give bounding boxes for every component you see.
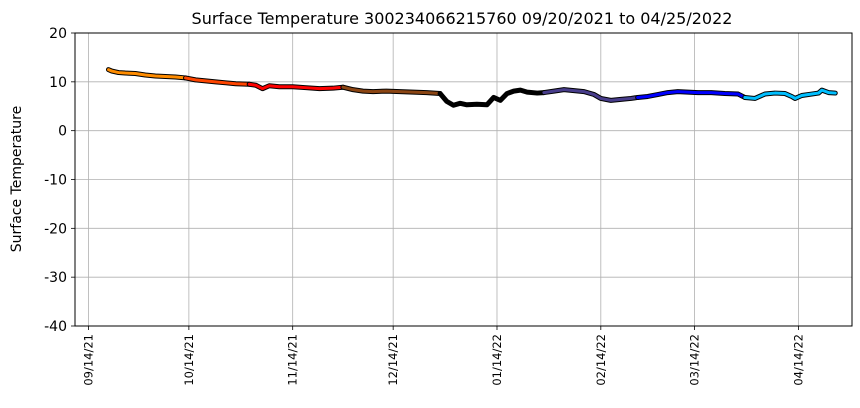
y-tick-label: 0 bbox=[58, 124, 67, 140]
chart-title: Surface Temperature 300234066215760 09/2… bbox=[192, 9, 733, 28]
x-tick-label: 04/14/22 bbox=[791, 334, 805, 386]
y-axis-label: Surface Temperature bbox=[9, 106, 25, 252]
y-ticks: -40 -30 -20 -10 0 10 20 bbox=[44, 26, 75, 335]
x-tick-label: 10/14/21 bbox=[182, 334, 196, 386]
series-line-4 bbox=[438, 88, 546, 107]
x-tick-label: 11/14/21 bbox=[286, 334, 300, 386]
series-line-7 bbox=[743, 88, 837, 100]
y-tick-label: -40 bbox=[44, 319, 67, 335]
series-line-3 bbox=[341, 85, 442, 96]
x-tick-label: 12/14/21 bbox=[386, 334, 400, 386]
y-tick-label: -30 bbox=[44, 270, 67, 286]
x-tick-label: 09/14/21 bbox=[81, 334, 95, 386]
x-tick-label: 02/14/22 bbox=[594, 334, 608, 386]
series-line-2 bbox=[247, 82, 345, 91]
series-line-1 bbox=[184, 76, 251, 86]
y-tick-label: -10 bbox=[44, 173, 67, 189]
y-tick-label: 20 bbox=[49, 26, 67, 42]
series-line-6 bbox=[636, 90, 747, 99]
y-tick-label: 10 bbox=[49, 75, 67, 91]
x-tick-label: 01/14/22 bbox=[490, 334, 504, 386]
x-ticks: 09/14/21 10/14/21 11/14/21 12/14/21 01/14/22… bbox=[81, 326, 805, 386]
x-tick-label: 03/14/22 bbox=[688, 334, 702, 386]
series-line-5 bbox=[542, 88, 640, 102]
y-tick-label: -20 bbox=[44, 221, 67, 237]
series-line-0 bbox=[106, 68, 188, 80]
series-lines bbox=[105, 67, 838, 108]
